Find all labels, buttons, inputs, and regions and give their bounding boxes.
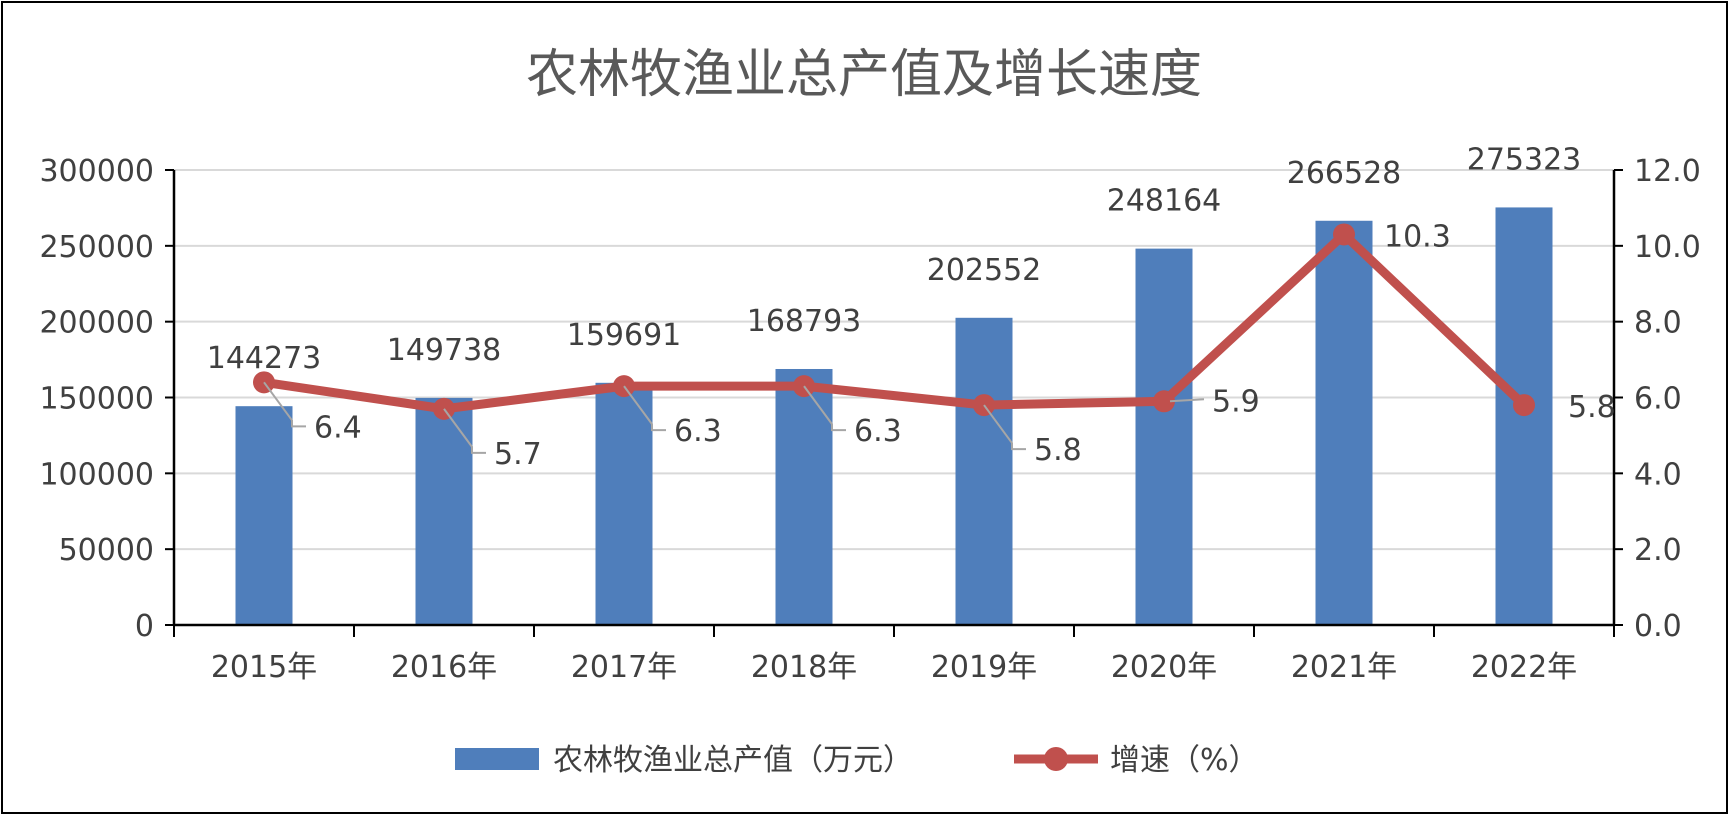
y-right-tick-label: 6.0 xyxy=(1634,382,1682,417)
growth-line xyxy=(259,229,1529,414)
chart-legend: 农林牧渔业总产值（万元） 增速（%） xyxy=(455,743,1259,778)
y-left-tick-label: 200000 xyxy=(39,306,154,341)
y-right-tick-label: 10.0 xyxy=(1634,230,1701,265)
leader-line xyxy=(983,404,1026,451)
x-tick-label: 2021年 xyxy=(1291,650,1397,685)
growth-marker xyxy=(1333,223,1355,246)
growth-value-label: 5.8 xyxy=(1034,433,1082,468)
leader-line xyxy=(1169,398,1205,403)
growth-marker xyxy=(1513,394,1535,417)
bar-value-label: 266528 xyxy=(1287,156,1402,191)
y-left-tick-label: 150000 xyxy=(39,382,154,417)
bar-value-label: 202552 xyxy=(927,253,1042,288)
growth-value-label: 5.9 xyxy=(1212,384,1260,419)
y-left-tick-label: 100000 xyxy=(39,457,154,492)
grid-layer xyxy=(174,169,1614,551)
y-right-tick-label: 8.0 xyxy=(1634,306,1682,341)
leader-line xyxy=(623,385,666,432)
bar-value-label: 248164 xyxy=(1107,184,1222,219)
growth-value-label: 10.3 xyxy=(1384,219,1451,254)
bar-value-label: 168793 xyxy=(747,304,862,339)
bar xyxy=(1495,207,1553,625)
x-tick-label: 2022年 xyxy=(1471,650,1577,685)
legend-swatch-marker xyxy=(1044,747,1068,771)
bar-value-label: 159691 xyxy=(567,318,682,353)
line-layer xyxy=(253,223,1535,420)
x-tick-label: 2017年 xyxy=(571,650,677,685)
labels-layer: 144273 149738 159691 168793 202552 248164 2665… xyxy=(207,142,1616,471)
bars-layer xyxy=(235,207,1553,626)
bar xyxy=(595,382,653,625)
x-tick-label: 2015年 xyxy=(211,650,317,685)
legend-label-line: 增速（%） xyxy=(1110,743,1259,778)
bar xyxy=(1315,220,1373,625)
growth-value-label: 6.3 xyxy=(854,414,902,449)
bar xyxy=(235,406,293,625)
y-right-tick-label: 2.0 xyxy=(1634,533,1682,568)
leader-line xyxy=(263,381,306,428)
axes-layer: 0 50000 100000 150000 200000 250000 300000 0.0 2… xyxy=(39,154,1700,685)
y-right-tick-label: 12.0 xyxy=(1634,154,1701,189)
x-tick-label: 2019年 xyxy=(931,650,1037,685)
bar-value-label: 275323 xyxy=(1467,142,1582,177)
bar xyxy=(955,317,1013,625)
bar xyxy=(415,397,473,625)
growth-value-label: 5.8 xyxy=(1568,390,1616,425)
legend-label-bar: 农林牧渔业总产值（万元） xyxy=(553,743,913,778)
x-tick-label: 2018年 xyxy=(751,650,857,685)
bar-value-label: 149738 xyxy=(387,333,502,368)
leader-line xyxy=(803,385,846,432)
growth-marker xyxy=(1153,390,1175,413)
growth-value-label: 6.3 xyxy=(674,414,722,449)
y-left-tick-label: 0 xyxy=(135,609,154,644)
chart-title: 农林牧渔业总产值及增长速度 xyxy=(526,45,1202,105)
x-tick-label: 2016年 xyxy=(391,650,497,685)
y-right-tick-label: 0.0 xyxy=(1634,609,1682,644)
y-left-tick-label: 300000 xyxy=(39,154,154,189)
legend-swatch-bar xyxy=(455,748,539,770)
y-right-tick-label: 4.0 xyxy=(1634,457,1682,492)
bar-value-label: 144273 xyxy=(207,341,322,376)
x-tick-label: 2020年 xyxy=(1111,650,1217,685)
y-left-tick-label: 50000 xyxy=(59,533,154,568)
growth-value-label: 6.4 xyxy=(314,410,362,445)
y-left-tick-label: 250000 xyxy=(39,230,154,265)
leader-line xyxy=(443,408,486,454)
bar xyxy=(1135,248,1193,626)
growth-value-label: 5.7 xyxy=(494,437,542,472)
bar xyxy=(775,368,833,625)
